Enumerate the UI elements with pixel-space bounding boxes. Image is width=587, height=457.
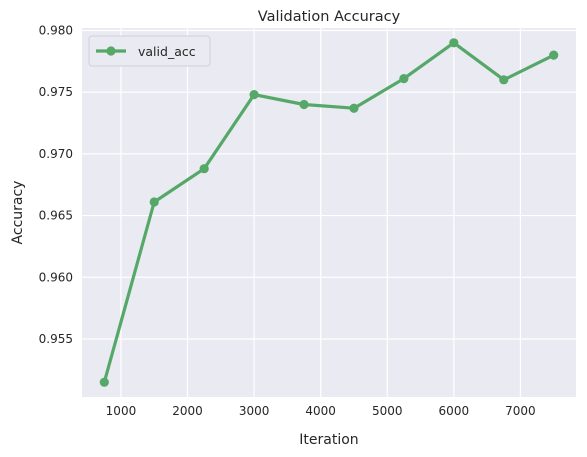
tick-labels: 1000 2000 3000 4000 5000 6000 7000 0.955 0.960 0.… bbox=[39, 23, 536, 418]
y-axis-label: Accuracy bbox=[10, 181, 26, 245]
series-line-valid-acc bbox=[102, 41, 555, 383]
legend-box bbox=[88, 35, 211, 67]
x-tick-label: 4000 bbox=[305, 404, 336, 418]
y-tick-label: 0.960 bbox=[39, 270, 73, 284]
y-tick-label: 0.975 bbox=[39, 85, 73, 99]
data-point bbox=[299, 99, 309, 110]
legend-label: valid_acc bbox=[138, 44, 196, 59]
data-point bbox=[549, 50, 559, 60]
x-tick-label: 2000 bbox=[172, 404, 203, 418]
y-tick-label: 0.980 bbox=[39, 23, 73, 37]
grid-lines bbox=[82, 28, 576, 397]
data-point bbox=[249, 90, 259, 100]
chart-title: Validation Accuracy bbox=[258, 9, 401, 25]
plot-area bbox=[82, 28, 576, 397]
data-point bbox=[199, 164, 209, 174]
legend-marker-sample bbox=[106, 46, 116, 56]
x-tick-label: 5000 bbox=[372, 404, 403, 418]
data-point bbox=[99, 377, 109, 387]
data-point bbox=[449, 38, 459, 48]
x-tick-label: 7000 bbox=[505, 404, 536, 418]
data-point bbox=[149, 197, 159, 207]
y-tick-label: 0.965 bbox=[39, 209, 73, 223]
x-tick-label: 1000 bbox=[106, 404, 137, 418]
x-tick-label: 3000 bbox=[239, 404, 270, 418]
y-tick-label: 0.955 bbox=[39, 332, 73, 346]
data-point bbox=[399, 73, 409, 84]
data-point bbox=[349, 103, 359, 113]
data-point bbox=[499, 75, 509, 85]
legend: valid_acc bbox=[88, 35, 211, 67]
series-layer bbox=[99, 38, 559, 387]
y-tick-label: 0.970 bbox=[39, 147, 73, 161]
x-tick-label: 6000 bbox=[439, 404, 470, 418]
x-axis-label: Iteration bbox=[299, 432, 358, 448]
